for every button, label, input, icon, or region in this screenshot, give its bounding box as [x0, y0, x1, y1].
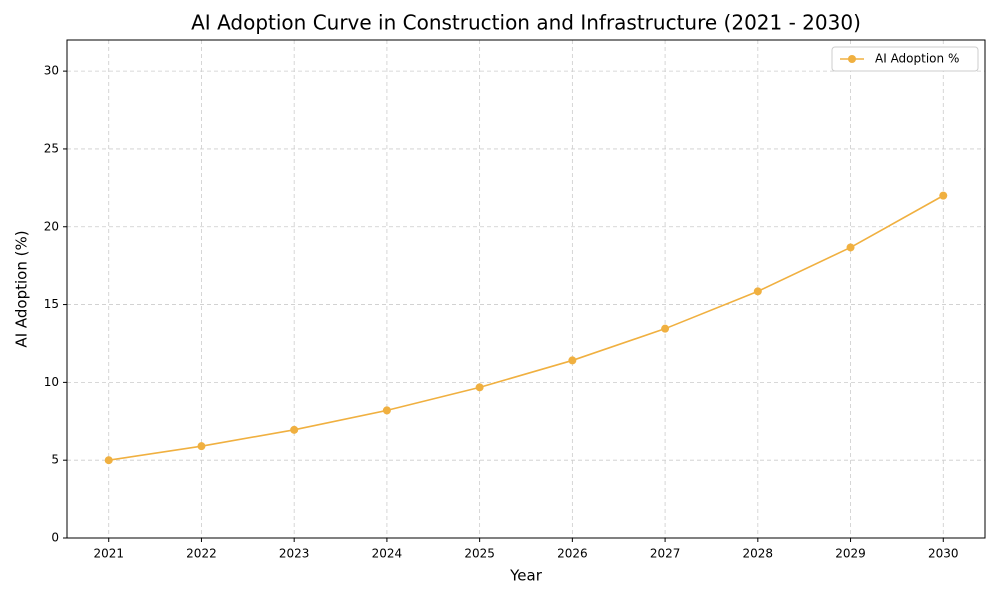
y-tick-label: 15 — [44, 297, 59, 311]
data-point — [104, 456, 113, 465]
x-axis-label: Year — [509, 567, 543, 585]
y-axis-label: AI Adoption (%) — [13, 230, 31, 347]
data-point — [568, 356, 577, 365]
x-tick-label: 2028 — [743, 547, 774, 561]
y-tick-label: 5 — [51, 453, 59, 467]
data-point — [846, 243, 855, 252]
data-point — [475, 383, 484, 392]
chart-title: AI Adoption Curve in Construction and In… — [191, 11, 861, 35]
y-tick-label: 20 — [44, 219, 59, 233]
data-point — [382, 406, 391, 415]
data-point — [290, 425, 299, 434]
data-point — [753, 287, 762, 296]
legend-marker — [848, 55, 856, 63]
data-point — [939, 191, 948, 200]
x-tick-label: 2030 — [928, 547, 959, 561]
data-line — [108, 194, 944, 461]
plot-frame — [66, 39, 986, 539]
x-tick-label: 2024 — [372, 547, 403, 561]
x-tick-label: 2029 — [835, 547, 866, 561]
x-tick-label: 2026 — [557, 547, 588, 561]
y-tick-label: 10 — [44, 375, 59, 389]
x-tick-label: 2022 — [186, 547, 217, 561]
data-point — [661, 324, 670, 333]
x-tick-label: 2025 — [464, 547, 495, 561]
y-tick-label: 30 — [44, 64, 59, 78]
y-tick-label: 25 — [44, 141, 59, 155]
y-tick-label: 0 — [51, 531, 59, 545]
x-tick-label: 2021 — [93, 547, 124, 561]
x-tick-label: 2023 — [279, 547, 310, 561]
x-tick-label: 2027 — [650, 547, 681, 561]
data-point — [197, 442, 206, 451]
legend-box — [831, 46, 979, 72]
legend-label: AI Adoption % — [875, 52, 959, 66]
